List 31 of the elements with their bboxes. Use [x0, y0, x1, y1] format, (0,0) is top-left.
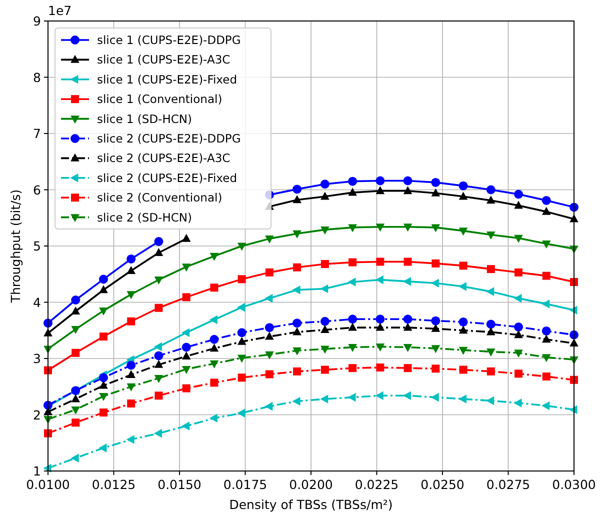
x-tick-label: 0.0200 — [289, 477, 333, 492]
legend-label: slice 2 (CUPS-E2E)-DDPG — [97, 132, 241, 146]
legend-label: slice 1 (SD-HCN) — [97, 112, 192, 126]
x-tick-label: 0.0100 — [26, 477, 70, 492]
legend-label: slice 1 (Conventional) — [97, 92, 222, 106]
x-tick-label: 0.0300 — [552, 477, 596, 492]
legend-label: slice 1 (CUPS-E2E)-A3C — [97, 52, 230, 67]
y-tick-label: 6 — [33, 182, 42, 198]
y-tick-label: 2 — [33, 407, 41, 422]
y-tick-label: 3 — [33, 351, 41, 366]
legend-label: slice 2 (Conventional) — [97, 190, 222, 205]
y-tick-label: 1 — [33, 464, 41, 478]
y-tick-label: 4 — [33, 294, 42, 310]
x-tick-label: 0.0125 — [92, 477, 136, 492]
y-tick-label: 8 — [33, 70, 42, 85]
x-tick-label: 0.0150 — [158, 477, 202, 492]
x-axis-title: Density of TBSs (TBSs/m²) — [229, 497, 393, 512]
y-tick-label: 9 — [33, 14, 42, 28]
x-tick-label: 0.0175 — [223, 477, 268, 492]
x-tick-label: 0.0225 — [354, 477, 399, 492]
y-axis-title: Throughput (bit/s) — [8, 189, 23, 304]
legend-label: slice 2 (CUPS-E2E)-A3C — [97, 151, 230, 166]
legend-label: slice 1 (CUPS-E2E)-Fixed — [97, 72, 238, 86]
legend-label: slice 2 (CUPS-E2E)-Fixed — [97, 170, 238, 185]
y-tick-label: 5 — [33, 238, 41, 254]
x-tick-label: 0.0250 — [420, 477, 464, 492]
legend-label: slice 1 (CUPS-E2E)-DDPG — [97, 33, 241, 47]
x-tick-label: 0.0275 — [486, 477, 530, 492]
text: 1e7 — [48, 3, 72, 18]
legend-label: slice 2 (SD-HCN) — [97, 210, 192, 224]
y-tick-label: 7 — [33, 126, 41, 141]
